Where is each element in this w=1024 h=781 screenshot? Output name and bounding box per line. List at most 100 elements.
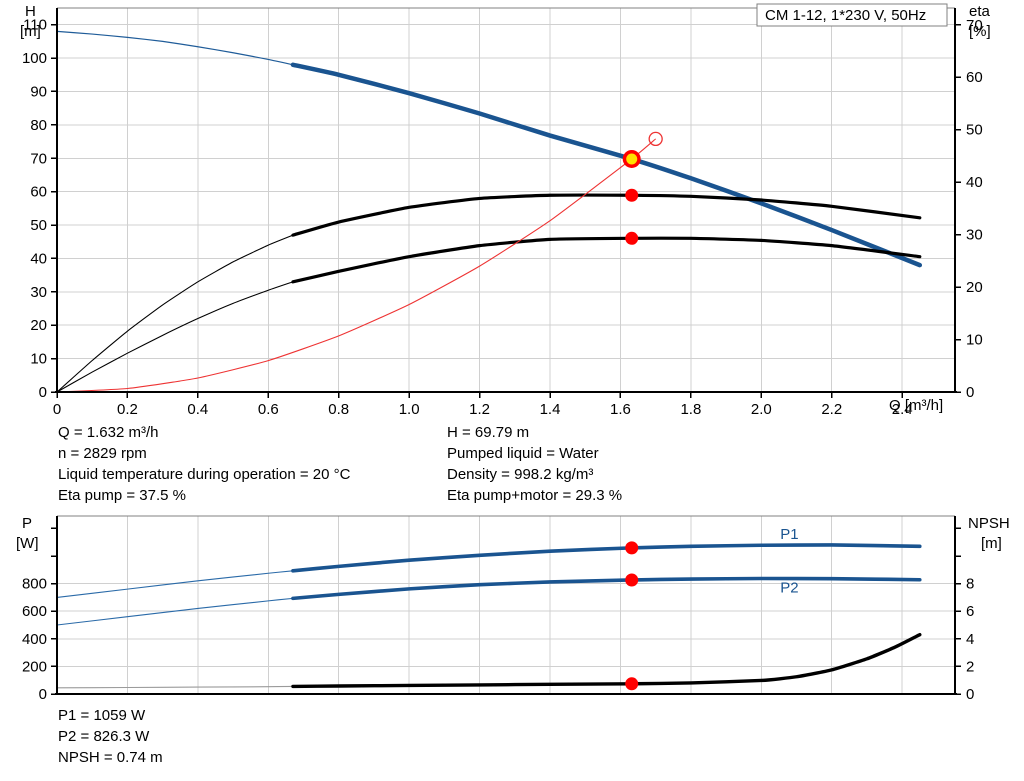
curve-p1-operating-range xyxy=(291,543,922,573)
readout-left-2: Liquid temperature during operation = 20… xyxy=(58,466,351,483)
tick-label-bottom: 0 xyxy=(53,401,61,418)
lower-y-axis-name: P xyxy=(22,515,32,532)
curve-head-h-extrapolated xyxy=(56,30,294,66)
readout-right-3: Eta pump+motor = 29.3 % xyxy=(447,487,622,504)
lower-chart-tick-labels: 0 200 400 600 800 0 2 4 6 8 xyxy=(22,576,974,703)
tick-label-left: 10 xyxy=(30,351,47,368)
tick-label-right: 20 xyxy=(966,279,983,296)
curve-eta-pump-operating-range xyxy=(291,193,922,237)
curve-head-h-operating-range xyxy=(290,62,923,268)
model-title-box: CM 1-12, 1*230 V, 50Hz xyxy=(756,3,948,27)
tick-label-bottom: 2.2 xyxy=(821,401,842,418)
tick-label-left: 60 xyxy=(30,184,47,201)
lower-y-axis-unit: [W] xyxy=(16,535,39,552)
duty-point-eta-pump-motor xyxy=(625,231,639,245)
curve-eta-pump-motor-operating-range xyxy=(291,236,922,284)
curve-label-p1: P1 xyxy=(780,526,798,543)
curve-label-p2: P2 xyxy=(780,580,798,597)
curve-p2-extrapolated xyxy=(56,597,294,626)
lower-readout-1: P2 = 826.3 W xyxy=(58,728,150,745)
upper-chart-axes xyxy=(51,7,961,398)
tick-label-right: 0 xyxy=(966,686,974,703)
duty-point-p2 xyxy=(625,573,639,587)
tick-label-bottom: 1.0 xyxy=(399,401,420,418)
tick-label-right: 70 xyxy=(966,17,983,34)
duty-point-npsh xyxy=(625,677,639,691)
tick-label-left: 80 xyxy=(30,117,47,134)
curve-p2-operating-range xyxy=(291,576,922,601)
curve-p1-extrapolated xyxy=(56,570,294,598)
tick-label-bottom: 1.6 xyxy=(610,401,631,418)
tick-label-left: 600 xyxy=(22,603,47,620)
lower-y-axis-right-unit: [m] xyxy=(981,535,1002,552)
readout-right-1: Pumped liquid = Water xyxy=(447,445,599,462)
readout-left-0: Q = 1.632 m³/h xyxy=(58,424,158,441)
tick-label-left: 0 xyxy=(39,686,47,703)
upper-chart-curves xyxy=(56,30,923,393)
tick-label-bottom: 2.4 xyxy=(892,401,913,418)
lower-readout-2: NPSH = 0.74 m xyxy=(58,749,163,766)
curve-npsh-operating-range xyxy=(291,632,922,689)
curve-eta-pump-extrapolated xyxy=(56,234,294,393)
lower-chart-curve-labels: P1 P2 xyxy=(780,526,798,597)
readout-left-3: Eta pump = 37.5 % xyxy=(58,487,186,504)
tick-label-right: 30 xyxy=(966,227,983,244)
lower-chart-markers xyxy=(625,541,639,691)
tick-label-left: 200 xyxy=(22,658,47,675)
tick-label-bottom: 1.4 xyxy=(540,401,561,418)
lower-readout: P1 = 1059 W P2 = 826.3 W NPSH = 0.74 m xyxy=(58,707,163,766)
curve-eta-pump-motor-extrapolated xyxy=(56,281,294,393)
tick-label-right: 40 xyxy=(966,174,983,191)
tick-label-left: 90 xyxy=(30,83,47,100)
upper-y-axis-right-name: eta xyxy=(969,3,991,20)
upper-y-axis-name: H xyxy=(25,3,36,20)
tick-label-right: 50 xyxy=(966,122,983,139)
tick-label-left: 0 xyxy=(39,384,47,401)
tick-label-bottom: 0.8 xyxy=(328,401,349,418)
duty-point-eta-pump xyxy=(625,188,639,202)
tick-label-right: 6 xyxy=(966,603,974,620)
tick-label-left: 50 xyxy=(30,217,47,234)
upper-chart-gridlines xyxy=(56,8,955,393)
tick-label-left: 30 xyxy=(30,284,47,301)
model-title-text: CM 1-12, 1*230 V, 50Hz xyxy=(765,7,926,24)
lower-readout-0: P1 = 1059 W xyxy=(58,707,146,724)
tick-label-bottom: 0.4 xyxy=(187,401,208,418)
tick-label-bottom: 1.8 xyxy=(680,401,701,418)
duty-point-head xyxy=(626,153,638,165)
upper-chart-markers xyxy=(622,131,663,245)
tick-label-left: 400 xyxy=(22,631,47,648)
lower-chart-gridlines xyxy=(56,516,955,695)
readout-right-2: Density = 998.2 kg/m³ xyxy=(447,466,593,483)
tick-label-bottom: 0.2 xyxy=(117,401,138,418)
tick-label-left: 40 xyxy=(30,250,47,267)
upper-chart-tick-labels: 0 10 20 30 40 50 60 70 80 90 100 110 0 10 20 30 40 50 60 70… xyxy=(22,17,983,418)
tick-label-left: 800 xyxy=(22,576,47,593)
tick-label-bottom: 0.6 xyxy=(258,401,279,418)
curve-npsh-extrapolated xyxy=(56,685,293,689)
readout-left-1: n = 2829 rpm xyxy=(58,445,147,462)
upper-y-axis-right-unit: [%] xyxy=(969,23,991,40)
operating-point-readout: Q = 1.632 m³/h n = 2829 rpm Liquid tempe… xyxy=(58,424,622,504)
tick-label-left: 110 xyxy=(23,17,47,34)
tick-label-right: 0 xyxy=(966,384,974,401)
tick-label-bottom: 2.0 xyxy=(751,401,772,418)
tick-label-left: 100 xyxy=(22,50,47,67)
upper-y-axis-unit: [m] xyxy=(20,23,41,40)
lower-chart-curves xyxy=(56,543,922,689)
tick-label-left: 70 xyxy=(30,150,47,167)
tick-label-right: 8 xyxy=(966,576,974,593)
upper-x-axis-label: Q [m³/h] xyxy=(889,397,943,414)
readout-right-0: H = 69.79 m xyxy=(447,424,529,441)
tick-label-right: 60 xyxy=(966,69,983,86)
system-curve-endpoint xyxy=(648,131,663,147)
tick-label-bottom: 1.2 xyxy=(469,401,490,418)
tick-label-right: 4 xyxy=(966,631,974,648)
tick-label-left: 20 xyxy=(30,317,47,334)
tick-label-right: 2 xyxy=(966,658,974,675)
duty-point-p1 xyxy=(625,541,639,555)
curve-system-resistance-curve xyxy=(56,138,657,393)
tick-label-right: 10 xyxy=(966,332,983,349)
